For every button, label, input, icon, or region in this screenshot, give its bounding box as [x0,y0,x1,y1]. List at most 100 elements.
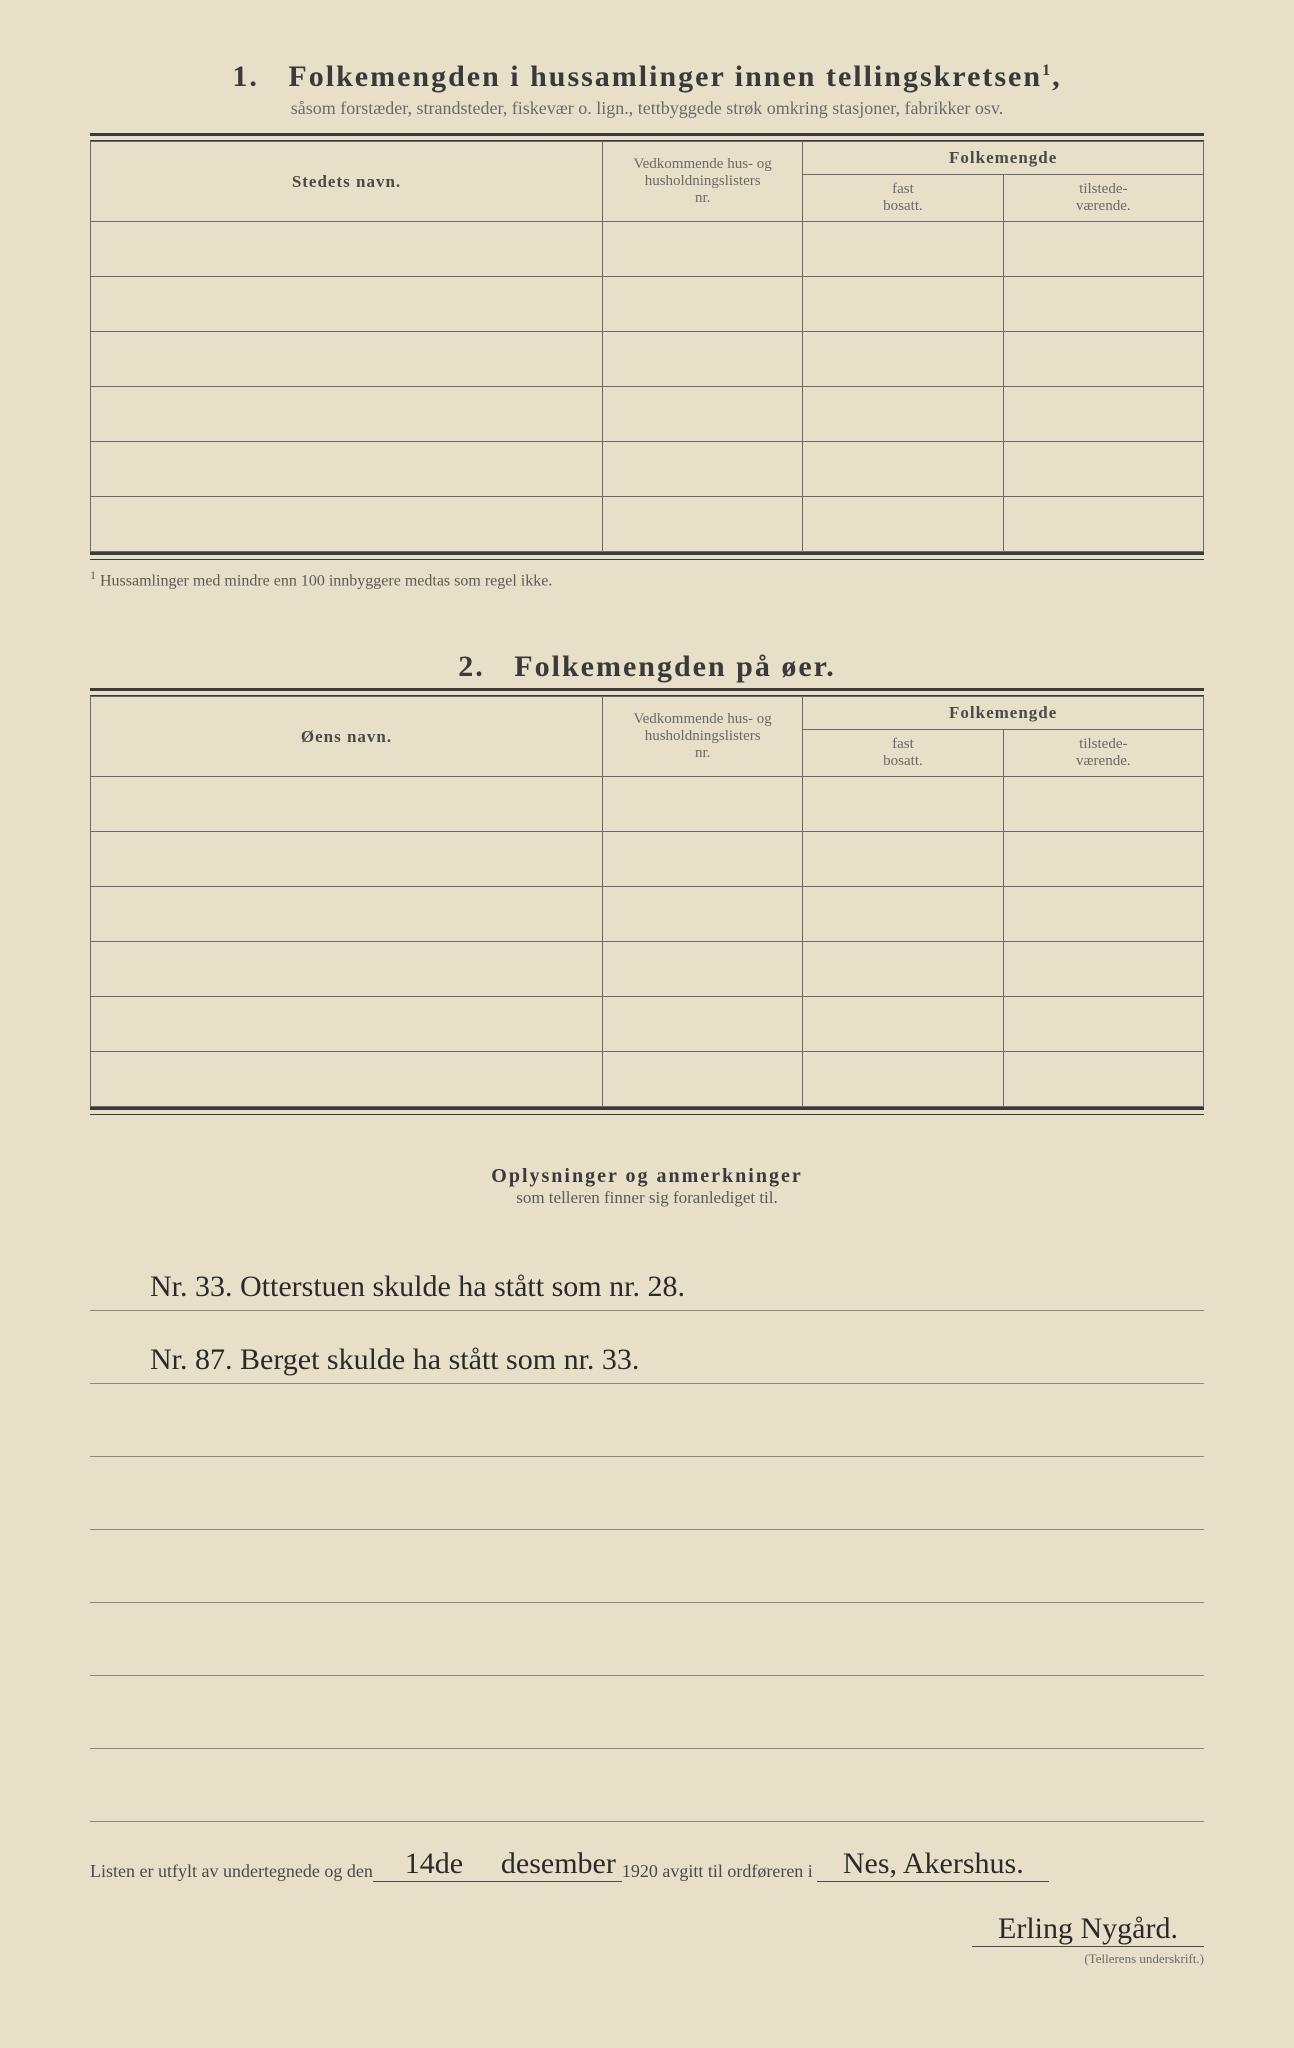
table-cell [1003,942,1203,997]
table-cell [91,387,603,442]
section1-bottom-rule [90,552,1204,560]
table-row [91,277,1204,332]
table-cell [602,887,802,942]
s2-col-folk: Folkemengde [803,697,1204,730]
table-cell [1003,222,1203,277]
table-cell [803,942,1003,997]
section1-title: 1. Folkemengden i hussamlinger innen tel… [90,60,1204,94]
s1-col-name: Stedets navn. [91,142,603,222]
table-row [91,332,1204,387]
sig-prefix: Listen er utfylt av undertegnede og den [90,1861,373,1882]
table-cell [91,942,603,997]
notes-lines: Nr. 33. Otterstuen skulde ha stått som n… [90,1238,1204,1822]
table-cell [91,442,603,497]
table-cell [91,1052,603,1107]
table-row [91,832,1204,887]
table-cell [91,497,603,552]
table-cell [803,777,1003,832]
section1-footnote: 1 Hussamlinger med mindre enn 100 innbyg… [90,568,1204,590]
table-row [91,887,1204,942]
table-cell [803,1052,1003,1107]
section2-number: 2. [458,650,485,683]
table-cell [91,832,603,887]
table-cell [91,277,603,332]
section1-number: 1. [232,60,259,93]
table-row [91,222,1204,277]
section2-table: Øens navn. Vedkommende hus- og husholdni… [90,696,1204,1107]
sig-place: Nes, Akershus. [817,1847,1049,1882]
sig-year: 1920 [622,1861,658,1882]
table-cell [1003,1052,1203,1107]
table-cell [602,222,802,277]
signature-block: Listen er utfylt av undertegnede og den … [90,1847,1204,1968]
notes-subtitle: som telleren finner sig foranlediget til… [90,1188,1204,1208]
table-cell [1003,887,1203,942]
section1-subtitle: såsom forstæder, strandsteder, fiskevær … [90,98,1204,119]
section1-top-rule [90,133,1204,141]
note-line [90,1530,1204,1603]
table-cell [1003,497,1203,552]
table-cell [803,832,1003,887]
table-cell [602,1052,802,1107]
table-cell [602,387,802,442]
table-cell [602,942,802,997]
table-cell [91,887,603,942]
table-cell [91,997,603,1052]
s2-col-name: Øens navn. [91,697,603,777]
s1-col-fast: fast bosatt. [803,175,1003,222]
table-cell [803,887,1003,942]
sig-mid: avgitt til ordføreren i [662,1861,812,1882]
table-row [91,777,1204,832]
s2-body [91,777,1204,1107]
table-cell [1003,332,1203,387]
table-row [91,997,1204,1052]
note-line [90,1384,1204,1457]
handwritten-note: Nr. 33. Otterstuen skulde ha stått som n… [150,1270,685,1304]
table-row [91,942,1204,997]
section1-table: Stedets navn. Vedkommende hus- og hushol… [90,141,1204,552]
table-cell [803,387,1003,442]
s1-col-folk: Folkemengde [803,142,1204,175]
handwritten-note: Nr. 87. Berget skulde ha stått som nr. 3… [150,1343,639,1377]
table-cell [803,277,1003,332]
table-cell [602,332,802,387]
section1-title-sup: 1 [1042,62,1052,79]
table-cell [803,222,1003,277]
table-cell [1003,997,1203,1052]
table-cell [91,332,603,387]
s2-col-til: tilstede- værende. [1003,730,1203,777]
section2-bottom-rule [90,1107,1204,1115]
sig-signer: Erling Nygård. [972,1912,1204,1947]
table-cell [602,832,802,887]
note-line: Nr. 33. Otterstuen skulde ha stått som n… [90,1238,1204,1311]
s1-col-ref: Vedkommende hus- og husholdningslisters … [602,142,802,222]
section2-title-text: Folkemengden på øer. [514,650,835,683]
table-cell [602,277,802,332]
table-cell [1003,832,1203,887]
table-cell [803,997,1003,1052]
table-row [91,497,1204,552]
document-page: 1. Folkemengden i hussamlinger innen tel… [0,0,1294,2048]
s1-col-til: tilstede- værende. [1003,175,1203,222]
table-row [91,1052,1204,1107]
table-row [91,442,1204,497]
table-cell [803,332,1003,387]
sig-day: 14de [373,1847,495,1882]
table-cell [602,442,802,497]
table-cell [803,442,1003,497]
section1-title-text: Folkemengden i hussamlinger innen tellin… [288,60,1042,93]
table-cell [602,997,802,1052]
table-row [91,387,1204,442]
table-cell [602,777,802,832]
table-cell [1003,777,1203,832]
section2-title: 2. Folkemengden på øer. [90,650,1204,684]
sig-label: (Tellerens underskrift.) [1084,1951,1204,1966]
sig-month: desember [495,1847,622,1882]
table-cell [91,222,603,277]
section2-top-rule [90,688,1204,696]
table-cell [91,777,603,832]
s2-col-fast: fast bosatt. [803,730,1003,777]
table-cell [602,497,802,552]
table-cell [1003,277,1203,332]
note-line [90,1749,1204,1822]
